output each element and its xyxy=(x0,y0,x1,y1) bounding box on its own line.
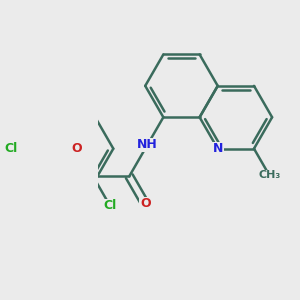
Text: Cl: Cl xyxy=(103,199,117,212)
Text: O: O xyxy=(72,142,83,155)
Text: N: N xyxy=(212,142,223,155)
Text: NH: NH xyxy=(137,138,158,152)
Text: O: O xyxy=(140,197,151,210)
Text: Cl: Cl xyxy=(4,142,18,155)
Text: CH₃: CH₃ xyxy=(258,170,281,180)
